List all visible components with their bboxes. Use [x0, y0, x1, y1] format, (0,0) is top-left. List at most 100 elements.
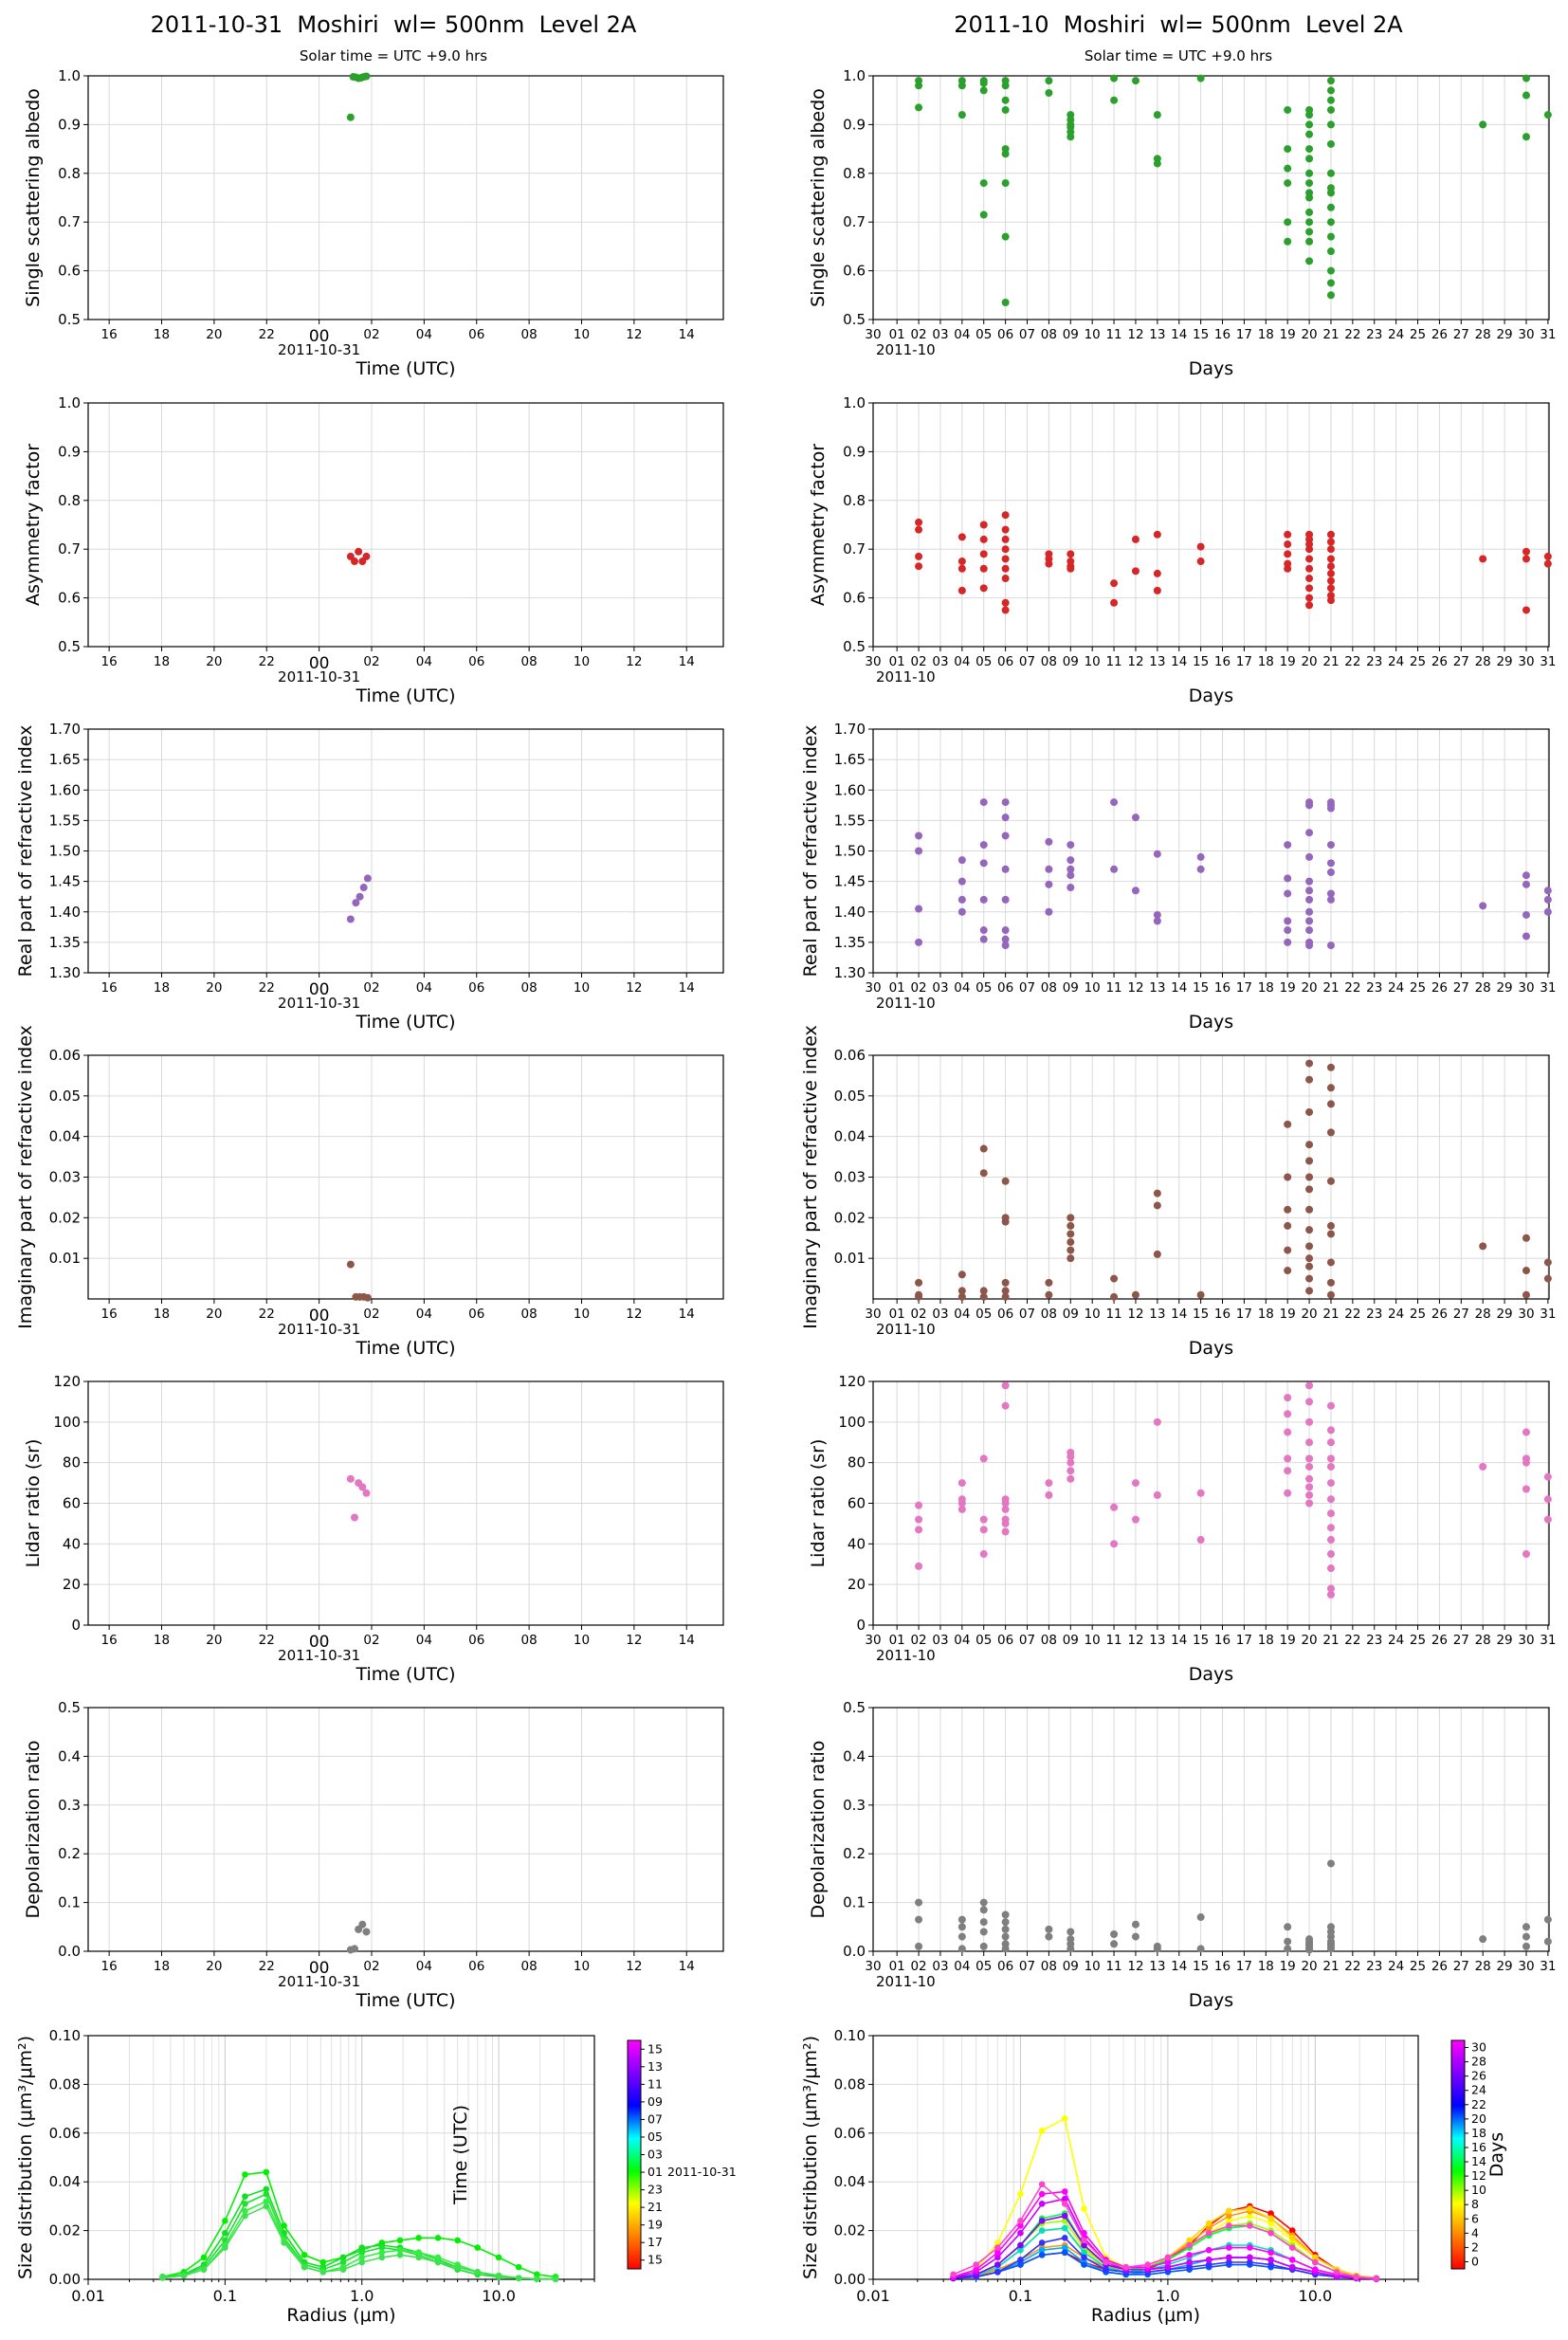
series-marker — [1017, 2229, 1024, 2237]
data-point — [1522, 1267, 1530, 1275]
x-tick-label: 19 — [1280, 1633, 1296, 1648]
x-tick-label: 12 — [626, 1633, 642, 1648]
data-point — [1001, 1499, 1010, 1508]
x-tick-label: 15 — [1193, 980, 1209, 996]
data-point — [1001, 1945, 1010, 1953]
data-points — [915, 1381, 1552, 1599]
data-point — [346, 915, 355, 923]
right-column-subtitle: Solar time = UTC +9.0 hrs — [1084, 47, 1273, 64]
x-tick-label: 08 — [521, 654, 538, 669]
series-marker — [1333, 2268, 1340, 2276]
y-tick-label: 0.08 — [834, 2075, 866, 2093]
x-tick-label: 05 — [975, 654, 992, 669]
x-tick-label: 10 — [574, 980, 590, 996]
series-marker — [1186, 2241, 1193, 2249]
colorbar-tick-label: 4 — [1471, 2225, 1479, 2239]
x-tick-label: 07 — [1019, 1307, 1035, 1322]
data-point — [1153, 917, 1161, 925]
series-line — [162, 2200, 556, 2280]
x-date-label: 2011-10-31 — [278, 1973, 360, 1990]
data-point — [351, 1945, 359, 1953]
y-axis-label: Size distribution (μm³/μm²) — [15, 2036, 36, 2279]
data-point — [1326, 1278, 1335, 1287]
x-tick-label: 26 — [1431, 1959, 1448, 1974]
x-axis-label: Time (UTC) — [355, 686, 455, 706]
x-tick-label: 24 — [1388, 1633, 1404, 1648]
x-tick-label: 13 — [1149, 1633, 1165, 1648]
data-point — [1067, 1246, 1075, 1254]
data-point — [1001, 525, 1010, 534]
x-tick-label: 00 — [309, 1633, 330, 1652]
series-marker — [1205, 2261, 1212, 2268]
data-point — [1479, 1462, 1487, 1471]
data-point — [1045, 907, 1053, 916]
x-axis-label: Time (UTC) — [355, 1012, 455, 1033]
y-tick-label: 0.04 — [834, 2173, 866, 2190]
y-tick-label: 0.0 — [58, 1943, 81, 1960]
left-column-title: 2011-10-31 Moshiri wl= 500nm Level 2A — [150, 11, 637, 38]
x-date-label: 2011-10-31 — [278, 1321, 360, 1338]
x-tick-label: 06 — [468, 1633, 484, 1648]
x-axis-label: Radius (μm) — [286, 2305, 395, 2326]
x-tick-label: 18 — [154, 327, 170, 342]
data-point — [957, 82, 966, 90]
y-tick-label: 0.02 — [49, 2222, 81, 2239]
y-tick-label: 1.35 — [49, 934, 81, 951]
data-point — [1131, 567, 1140, 576]
data-point — [1326, 203, 1335, 211]
x-tick-label: 08 — [1041, 1959, 1057, 1974]
y-tick-label: 0.00 — [834, 2271, 866, 2288]
x-tick-label: 22 — [259, 980, 275, 996]
x-tick-label: 20 — [1301, 654, 1317, 669]
y-tick-label: 40 — [63, 1535, 81, 1552]
x-tick-label: 04 — [416, 1307, 432, 1322]
x-tick-label: 15 — [1193, 327, 1209, 342]
x-tick-label: 19 — [1280, 1307, 1296, 1322]
data-point — [1067, 133, 1075, 141]
series-marker — [1017, 2241, 1024, 2249]
x-tick-label: 06 — [997, 980, 1013, 996]
x-tick-label: 14 — [1171, 1633, 1187, 1648]
x-tick-label: 02 — [363, 327, 379, 342]
data-point — [1305, 1205, 1314, 1214]
series-marker — [1373, 2275, 1380, 2282]
series-marker — [973, 2261, 979, 2268]
x-tick-label: 16 — [101, 980, 118, 996]
data-point — [1001, 232, 1010, 241]
data-point — [1305, 801, 1314, 810]
x-tick-label: 22 — [259, 1633, 275, 1648]
data-point — [979, 535, 988, 543]
data-point — [1305, 1474, 1314, 1483]
x-tick-label: 10 — [1085, 980, 1101, 996]
data-point — [915, 847, 923, 855]
data-point — [1001, 1505, 1010, 1513]
series-marker — [1081, 2261, 1087, 2268]
x-tick-label: 20 — [1301, 1959, 1317, 1974]
x-tick-label: 13 — [1149, 980, 1165, 996]
data-point — [1153, 850, 1161, 858]
data-point — [1110, 1292, 1119, 1301]
data-point — [1326, 169, 1335, 177]
data-point — [1522, 932, 1530, 941]
x-tick-label: 1.0 — [1156, 2287, 1179, 2305]
data-point — [1543, 1915, 1552, 1924]
data-point — [957, 877, 966, 886]
data-point — [1196, 558, 1205, 566]
data-point — [1045, 865, 1053, 873]
data-point — [1001, 96, 1010, 104]
series-marker — [319, 2258, 327, 2266]
x-tick-label: 06 — [468, 1307, 484, 1322]
series-marker — [454, 2263, 461, 2271]
data-point — [1067, 884, 1075, 892]
x-tick-label: 31 — [1540, 327, 1556, 342]
x-tick-label: 08 — [1041, 1307, 1057, 1322]
data-point — [957, 564, 966, 573]
colorbar-tick-label: 17 — [647, 2235, 663, 2249]
series-marker — [358, 2244, 366, 2251]
series-marker — [242, 2171, 248, 2178]
data-point — [979, 1526, 988, 1534]
data-point — [363, 874, 372, 883]
data-point — [1067, 1945, 1075, 1953]
x-tick-label: 28 — [1475, 1307, 1491, 1322]
x-tick-label: 00 — [309, 327, 330, 346]
